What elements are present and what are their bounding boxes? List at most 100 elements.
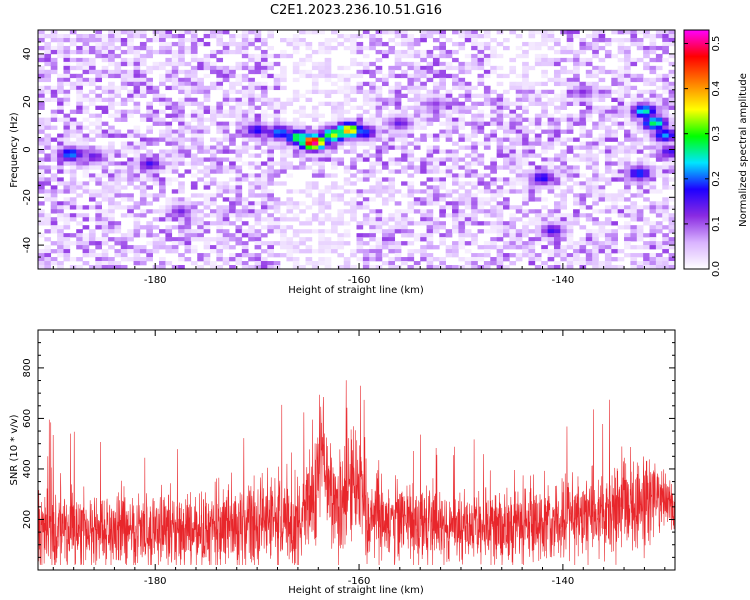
heatmap-cell — [522, 249, 529, 254]
heatmap-cell — [127, 197, 134, 202]
heatmap-cell — [101, 65, 109, 71]
heatmap-cell — [63, 61, 71, 67]
heatmap-cell — [88, 57, 96, 63]
heatmap-cell — [585, 161, 593, 166]
heatmap-cell — [101, 149, 109, 154]
heatmap-cell — [57, 245, 64, 250]
heatmap-cell — [369, 105, 376, 110]
heatmap-cell — [592, 141, 599, 146]
heatmap-cell — [471, 101, 478, 106]
heatmap-cell — [617, 249, 625, 254]
heatmap-cell — [375, 149, 383, 154]
heatmap-cell — [432, 265, 440, 269]
heatmap-cell — [490, 117, 497, 122]
heatmap-cell — [369, 133, 376, 138]
heatmap-cell — [248, 105, 255, 110]
heatmap-cell — [311, 173, 319, 178]
heatmap-cell — [394, 209, 402, 214]
heatmap-cell — [197, 217, 204, 222]
heatmap-cell — [222, 93, 230, 99]
heatmap-cell — [394, 157, 402, 162]
heatmap-cell — [273, 77, 281, 83]
heatmap-cell — [216, 237, 224, 242]
heatmap-cell — [630, 233, 638, 238]
heatmap-cell — [280, 157, 287, 162]
heatmap-cell — [203, 117, 211, 122]
heatmap-cell — [209, 249, 217, 254]
heatmap-cell — [311, 217, 319, 222]
heatmap-cell — [464, 105, 472, 110]
heatmap-cell — [209, 213, 217, 218]
heatmap-cell — [528, 245, 536, 250]
heatmap-cell — [82, 109, 90, 114]
heatmap-cell — [88, 165, 96, 170]
heatmap-cell — [305, 181, 313, 186]
heatmap-cell — [668, 145, 675, 150]
heatmap-cell — [171, 73, 179, 79]
heatmap-cell — [152, 117, 160, 122]
heatmap-cell — [254, 177, 262, 182]
heatmap-cell — [445, 73, 453, 79]
heatmap-cell — [292, 61, 300, 67]
heatmap-cell — [369, 229, 376, 234]
heatmap-cell — [324, 37, 332, 43]
heatmap-cell — [420, 201, 427, 206]
heatmap-cell — [356, 169, 364, 174]
heatmap-cell — [375, 117, 383, 122]
heatmap-cell — [152, 113, 160, 118]
heatmap-cell — [260, 109, 268, 114]
heatmap-cell — [101, 41, 109, 47]
heatmap-cell — [222, 209, 230, 214]
heatmap-cell — [229, 109, 236, 114]
heatmap-cell — [235, 45, 243, 51]
heatmap-cell — [222, 149, 230, 154]
heatmap-cell — [95, 189, 102, 194]
heatmap-cell — [178, 45, 185, 51]
heatmap-cell — [534, 97, 542, 102]
heatmap-cell — [331, 173, 338, 178]
heatmap-cell — [318, 205, 325, 210]
heatmap-cell — [337, 237, 345, 242]
heatmap-cell — [254, 233, 262, 238]
heatmap-cell — [668, 197, 675, 202]
heatmap-cell — [324, 173, 332, 178]
heatmap-cell — [38, 173, 45, 178]
heatmap-cell — [159, 169, 166, 174]
heatmap-cell — [503, 113, 510, 118]
heatmap-cell — [178, 265, 185, 269]
heatmap-cell — [82, 145, 90, 150]
heatmap-cell — [445, 233, 453, 238]
heatmap-cell — [139, 89, 147, 95]
heatmap-cell — [458, 33, 466, 39]
heatmap-cell — [477, 125, 485, 130]
heatmap-cell — [286, 121, 294, 126]
heatmap-cell — [362, 129, 370, 134]
heatmap-cell — [229, 205, 236, 210]
heatmap-cell — [630, 177, 638, 182]
heatmap-cell — [413, 249, 421, 254]
heatmap-cell — [235, 217, 243, 222]
heatmap-cell — [401, 169, 408, 174]
heatmap-cell — [432, 221, 440, 226]
heatmap-cell — [643, 205, 650, 210]
heatmap-cell — [560, 197, 568, 202]
heatmap-cell — [165, 233, 173, 238]
heatmap-cell — [292, 109, 300, 114]
heatmap-cell — [522, 109, 529, 114]
heatmap-cell — [280, 53, 287, 59]
heatmap-cell — [209, 245, 217, 250]
heatmap-cell — [88, 157, 96, 162]
heatmap-cell — [76, 221, 83, 226]
heatmap-cell — [547, 221, 555, 226]
heatmap-cell — [133, 45, 141, 51]
heatmap-cell — [426, 169, 434, 174]
heatmap-cell — [566, 173, 574, 178]
heatmap-cell — [655, 113, 663, 118]
heatmap-cell — [407, 141, 415, 146]
heatmap-cell — [515, 153, 523, 158]
heatmap-cell — [553, 217, 561, 222]
heatmap-cell — [57, 225, 64, 230]
heatmap-cell — [662, 113, 669, 118]
heatmap-cell — [76, 81, 83, 87]
heatmap-cell — [477, 221, 485, 226]
